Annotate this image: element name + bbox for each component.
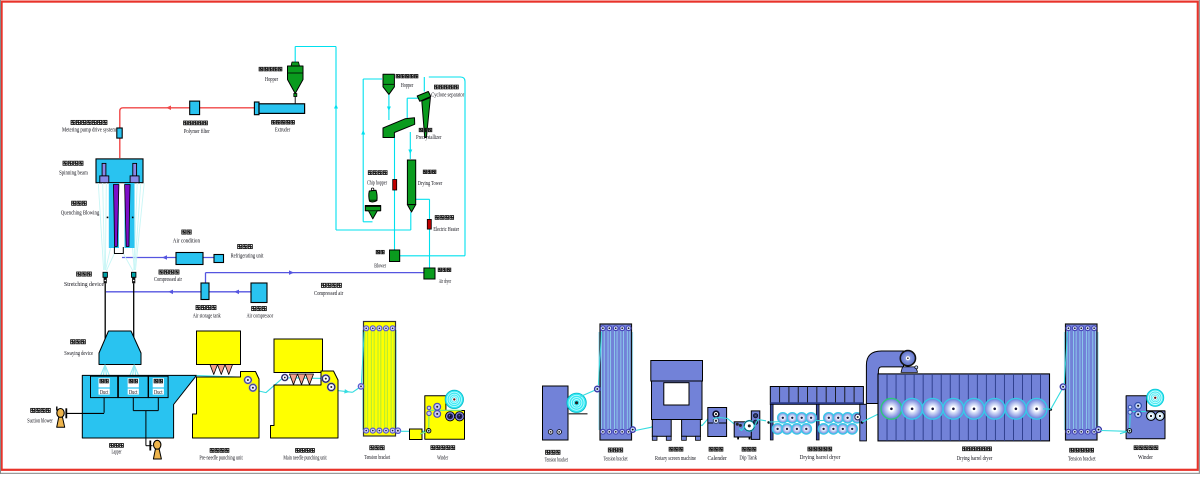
svg-text:Extruder: Extruder [275, 127, 291, 134]
svg-text:Suction blower: Suction blower [27, 418, 53, 425]
svg-text:Hopper: Hopper [265, 76, 279, 83]
svg-text:Compressed air: Compressed air [314, 290, 344, 297]
svg-text:Main needle punching unit: Main needle punching unit [283, 455, 326, 462]
svg-text:Precrystallizer: Precrystallizer [416, 134, 442, 141]
svg-text:Quenching Blowing: Quenching Blowing [61, 210, 100, 217]
svg-text:Pre-needle punching unit: Pre-needle punching unit [199, 455, 242, 462]
svg-text:Spinning beam: Spinning beam [59, 170, 88, 177]
svg-text:Drying barrel dryer: Drying barrel dryer [800, 454, 841, 461]
svg-text:Duct: Duct [129, 389, 138, 396]
svg-text:Air condition: Air condition [173, 238, 201, 245]
svg-text:Air compressor: Air compressor [246, 313, 273, 320]
svg-text:Swaying device: Swaying device [64, 350, 93, 357]
svg-text:Winder: Winder [437, 455, 448, 462]
svg-text:Metering pump drive system: Metering pump drive system [62, 127, 116, 134]
svg-text:Calender: Calender [708, 455, 728, 462]
svg-text:Dip Tank: Dip Tank [739, 455, 757, 462]
svg-text:Air dryer: Air dryer [439, 278, 452, 285]
svg-text:Compressed air: Compressed air [154, 276, 183, 283]
svg-text:Cyclone separator: Cyclone separator [431, 92, 465, 99]
svg-text:Winder: Winder [1138, 454, 1154, 461]
svg-text:Tension bracket: Tension bracket [1068, 456, 1096, 463]
svg-text:Lapper: Lapper [112, 449, 122, 456]
svg-text:Drying barrel dryer: Drying barrel dryer [957, 455, 993, 462]
svg-text:Refrigerating unit: Refrigerating unit [231, 253, 264, 260]
svg-text:Electric Heater: Electric Heater [433, 226, 459, 233]
svg-text:Duct: Duct [100, 389, 109, 396]
svg-text:Tension bracket: Tension bracket [364, 454, 390, 461]
svg-text:Rotary screen machine: Rotary screen machine [655, 455, 696, 462]
svg-text:Tension bracket: Tension bracket [604, 456, 628, 463]
svg-text:Hopper: Hopper [401, 82, 414, 89]
svg-text:Stretching device: Stretching device [64, 281, 104, 288]
svg-text:Blower: Blower [374, 263, 386, 270]
svg-text:Drying Tower: Drying Tower [418, 180, 443, 187]
svg-text:Air storage tank: Air storage tank [193, 313, 222, 320]
svg-text:Chip hopper: Chip hopper [367, 179, 388, 186]
svg-text:Tension bracket: Tension bracket [545, 456, 568, 463]
svg-text:Polymer filter: Polymer filter [184, 128, 211, 135]
svg-text:Duct: Duct [154, 389, 163, 396]
